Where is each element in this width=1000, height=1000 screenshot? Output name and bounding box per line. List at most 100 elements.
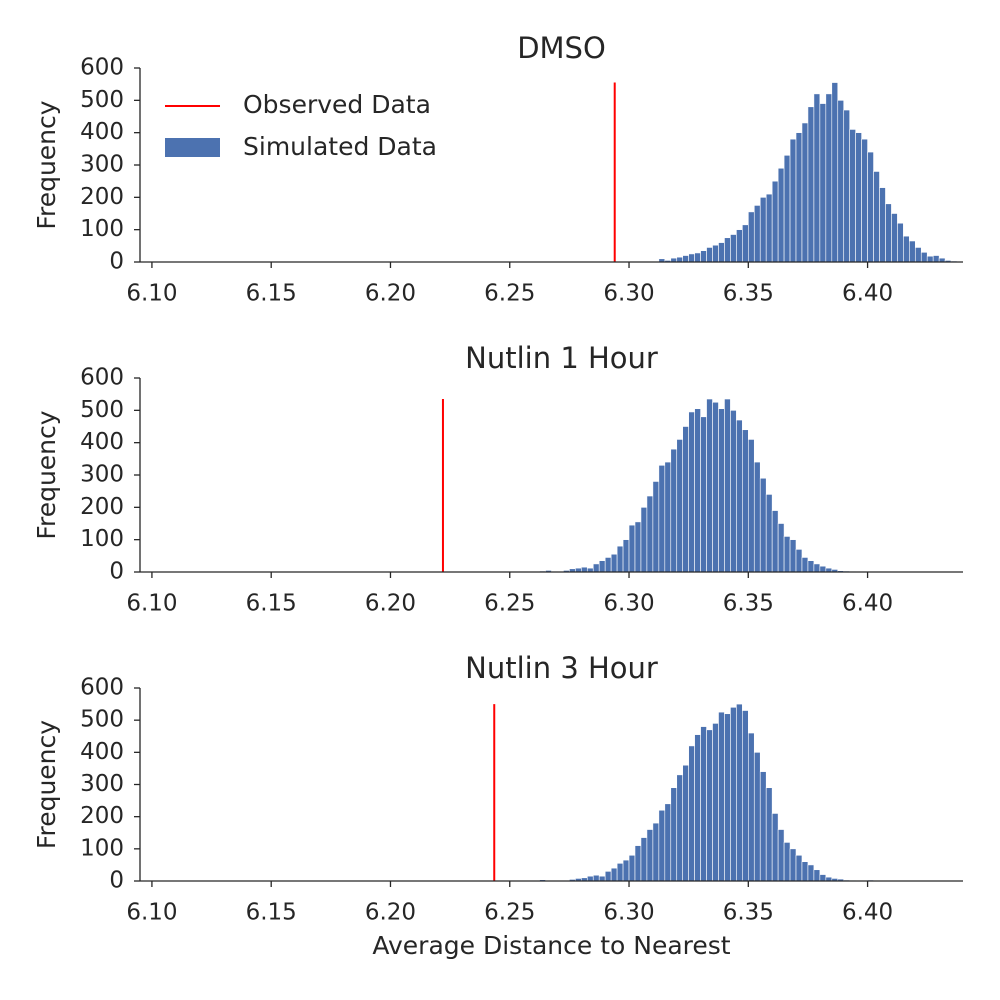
histogram-bar <box>670 448 678 573</box>
histogram-bar <box>885 203 892 263</box>
x-tick-label: 6.30 <box>603 591 654 617</box>
histogram-bar <box>909 240 916 263</box>
histogram-bar <box>730 234 737 263</box>
histogram-bar <box>771 813 779 882</box>
histogram-bar <box>640 507 648 573</box>
histogram-bar <box>610 553 618 573</box>
x-tick-label: 6.35 <box>723 900 774 926</box>
histogram-bar <box>783 536 791 573</box>
y-tick-label: 100 <box>80 216 124 242</box>
x-tick-label: 6.40 <box>842 281 893 307</box>
histogram-bar <box>742 429 749 573</box>
x-tick-label: 6.30 <box>603 900 654 926</box>
histogram-bar <box>777 523 785 573</box>
histogram-bar <box>688 745 695 882</box>
histogram-bar <box>670 787 678 882</box>
histogram-bar <box>861 138 868 263</box>
histogram-bar <box>855 132 862 263</box>
histogram-bar <box>813 869 821 882</box>
histogram-bar <box>748 211 755 263</box>
x-tick-label: 6.10 <box>126 281 177 307</box>
histogram-bar <box>718 711 725 882</box>
histogram-bar <box>831 82 839 263</box>
histogram-bar <box>795 854 803 882</box>
histogram-bar <box>730 410 737 573</box>
x-tick-label: 6.20 <box>365 900 416 926</box>
histogram-bar <box>801 861 809 882</box>
histogram-bar <box>598 875 606 882</box>
histogram-bar <box>604 557 612 573</box>
y-axis-label: Frequency <box>32 720 61 849</box>
histogram-bar <box>777 167 785 263</box>
histogram-bar <box>801 557 809 573</box>
histogram-bar <box>819 103 827 263</box>
x-tick-label: 6.25 <box>484 281 535 307</box>
histogram-bar <box>658 464 666 573</box>
histogram-bar <box>873 171 880 263</box>
x-tick-label: 6.25 <box>484 591 535 617</box>
histogram-bar <box>819 565 827 573</box>
histogram-bar <box>903 235 910 263</box>
histogram-bar <box>700 416 707 573</box>
histogram-bar <box>736 703 743 882</box>
histogram-bar <box>879 187 886 263</box>
x-tick-label: 6.40 <box>842 900 893 926</box>
histogram-bar <box>604 871 612 882</box>
histogram-bar <box>765 787 773 882</box>
histogram-bar <box>688 411 695 573</box>
histogram-bar <box>867 151 874 263</box>
legend-label: Simulated Data <box>243 132 437 161</box>
histogram-bar <box>771 180 779 263</box>
histogram-bar <box>813 563 821 573</box>
histogram-bar <box>759 477 767 573</box>
x-tick-label: 6.20 <box>365 281 416 307</box>
histogram-bar <box>682 255 689 263</box>
histogram-bar <box>676 774 684 882</box>
histogram-bar <box>712 401 719 573</box>
y-tick-label: 100 <box>80 835 124 861</box>
histogram-bar <box>736 419 743 573</box>
y-tick-label: 600 <box>80 675 124 701</box>
histogram-bar <box>646 495 654 573</box>
histogram-bar <box>646 829 654 882</box>
histogram-bar <box>837 100 845 263</box>
histogram-bar <box>706 247 713 263</box>
histogram-bar <box>825 93 833 263</box>
histogram-bar <box>676 439 684 573</box>
histogram-bar <box>771 510 779 573</box>
histogram-bar <box>891 213 898 263</box>
histogram-bar <box>849 129 856 263</box>
histogram-bar <box>700 726 707 882</box>
histogram-bar <box>742 710 749 882</box>
histogram-bar <box>700 250 707 263</box>
histogram-bar <box>652 822 660 882</box>
histogram-bar <box>712 244 719 263</box>
histogram-bar <box>694 734 701 882</box>
x-axis-label: Average Distance to Nearest <box>372 931 730 960</box>
histogram-bar <box>748 732 755 882</box>
histogram-bar <box>789 539 797 573</box>
histogram-bar <box>783 155 791 263</box>
histogram-bar <box>682 426 689 573</box>
histogram-bar <box>628 854 636 882</box>
histogram-bar <box>789 848 797 882</box>
x-tick-label: 6.15 <box>246 591 297 617</box>
x-tick-label: 6.20 <box>365 591 416 617</box>
panel-title: DMSO <box>517 31 606 65</box>
histogram-bar <box>592 874 600 882</box>
y-tick-label: 500 <box>80 707 124 733</box>
histogram-bar <box>706 398 713 573</box>
histogram-bar <box>801 122 809 263</box>
histogram-bar <box>789 138 797 263</box>
histogram-bar <box>724 398 731 573</box>
x-tick-label: 6.10 <box>126 591 177 617</box>
histogram-bar <box>682 764 689 882</box>
histogram-bar <box>807 560 815 573</box>
histogram-bar <box>628 524 636 573</box>
histogram-bar <box>807 864 815 882</box>
histogram-bar <box>742 224 749 263</box>
y-tick-label: 600 <box>80 55 124 81</box>
histogram-bar <box>694 408 701 573</box>
histogram-bar <box>664 803 672 882</box>
